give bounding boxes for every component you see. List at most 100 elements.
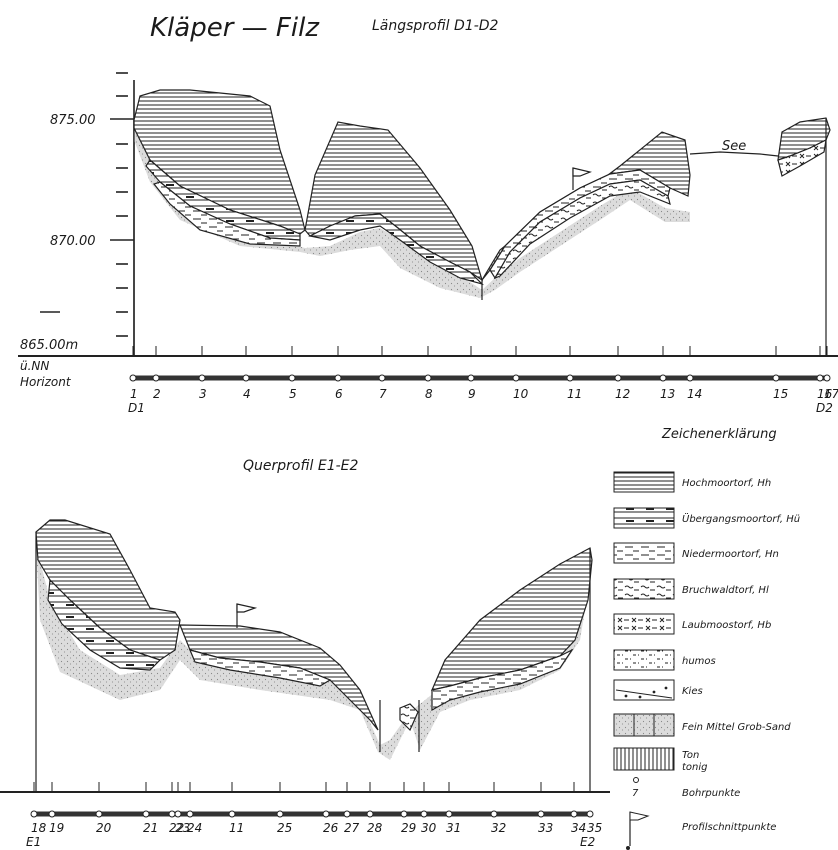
bottom-station-label: 33 (538, 821, 553, 835)
bottom-borehole-marker (445, 810, 453, 818)
legend-swatch-bruchwaldtorf (613, 578, 675, 600)
bottom-profile-geology (35, 519, 593, 792)
top-station-label: 12 (615, 387, 630, 401)
top-borehole-marker (129, 374, 137, 382)
top-borehole-marker (467, 374, 475, 382)
bottom-borehole-marker (537, 810, 545, 818)
bottom-station-label: 25 (277, 821, 292, 835)
bottom-station-label: 34 (571, 821, 586, 835)
bottom-station-label: 31 (446, 821, 461, 835)
bottom-borehole-marker (174, 810, 182, 818)
bottom-borehole-marker (490, 810, 498, 818)
elevation-label-875: 875.00 (50, 113, 96, 128)
top-borehole-marker (378, 374, 386, 382)
top-station-label: 10 (513, 387, 529, 401)
longitudinal-profile-title: Längsprofil D1-D2 (372, 18, 499, 34)
bottom-station-label: 29 (401, 821, 416, 835)
legend-title: Zeichenerklärung (661, 427, 777, 442)
top-station-label: 17 (824, 387, 838, 401)
bottom-borehole-marker (142, 810, 150, 818)
top-borehole-marker (152, 374, 160, 382)
top-station-label: 16 (817, 387, 833, 401)
top-station-label: 14 (687, 387, 702, 401)
diagram-title: Kläper — Filz (150, 13, 320, 43)
bottom-borehole-marker (48, 810, 56, 818)
top-borehole-marker (816, 374, 824, 382)
bottom-borehole-marker (400, 810, 408, 818)
bottom-station-label: 26 (323, 821, 339, 835)
profile-end-d2: D2 (816, 401, 833, 415)
legend-label-humos: humos (682, 656, 716, 667)
legend-swatch-niedermoortorf (613, 542, 675, 564)
bottom-station-label: 32 (491, 821, 506, 835)
unit-label: ü.NN (20, 359, 49, 373)
top-borehole-marker (823, 374, 831, 382)
top-station-label: 11 (567, 387, 582, 401)
top-borehole-marker (424, 374, 432, 382)
top-borehole-marker (198, 374, 206, 382)
bottom-borehole-marker (30, 810, 38, 818)
bottom-station-label: 21 (143, 821, 158, 835)
legend-swatch-kies (613, 679, 675, 701)
bottom-station-label: 30 (421, 821, 437, 835)
legend: Hochmoortorf, Hh Übergangsmoortorf, Hü N… (613, 471, 800, 850)
bottom-station-label: 23 (175, 821, 190, 835)
top-station-label: 2 (153, 387, 161, 401)
legend-swatch-ton (613, 747, 675, 771)
bottom-station-label: 18 (31, 821, 47, 835)
legend-label-profilschnittpunkte: Profilschnittpunkte (682, 822, 776, 833)
legend-swatch-humos (613, 649, 675, 671)
horizon-label: Horizont (20, 375, 72, 389)
legend-label-tonig: tonig (682, 762, 708, 773)
elevation-label-865: 865.00m (20, 338, 78, 353)
top-borehole-marker (614, 374, 622, 382)
legend-label-niedermoortorf: Niedermoortorf, Hn (682, 549, 779, 560)
bottom-station-label: 35 (587, 821, 602, 835)
bottom-borehole-marker (228, 810, 236, 818)
bottom-station-label: 27 (344, 821, 360, 835)
bottom-station-label: 22 (169, 821, 184, 835)
profile-flag-icon (626, 811, 650, 850)
top-station-label: 9 (468, 387, 476, 401)
top-borehole-marker (512, 374, 520, 382)
lake-label: See (722, 139, 746, 154)
legend-label-sand: Fein Mittel Grob-Sand (682, 722, 791, 733)
profile-end-d1: D1 (128, 401, 145, 415)
top-station-label: 3 (199, 387, 207, 401)
bottom-station-label: 19 (49, 821, 64, 835)
bottom-borehole-marker (186, 810, 194, 818)
bottom-borehole-marker (570, 810, 578, 818)
bottom-station-label: 20 (96, 821, 112, 835)
top-borehole-marker (659, 374, 667, 382)
top-borehole-marker (334, 374, 342, 382)
bottom-borehole-marker (366, 810, 374, 818)
top-borehole-marker (566, 374, 574, 382)
top-borehole-marker (686, 374, 694, 382)
legend-label-ton: Ton (682, 750, 699, 761)
bottom-station-label: 11 (229, 821, 244, 835)
bottom-borehole-marker (343, 810, 351, 818)
legend-label-kies: Kies (682, 686, 703, 697)
top-borehole-marker (772, 374, 780, 382)
top-borehole-marker (242, 374, 250, 382)
bottom-station-label: 28 (367, 821, 383, 835)
legend-label-bohrpunkte: Bohrpunkte (682, 788, 740, 799)
top-borehole-marker (288, 374, 296, 382)
top-profile-geology (133, 89, 831, 356)
bottom-borehole-marker (420, 810, 428, 818)
legend-borehole-number: 7 (632, 788, 639, 799)
legend-swatch-hochmoortorf (613, 471, 675, 493)
bottom-borehole-marker (586, 810, 594, 818)
legend-swatch-uebergangsmoortorf (613, 507, 675, 529)
top-station-label: 7 (379, 387, 387, 401)
top-station-label: 8 (425, 387, 433, 401)
profile-end-e1: E1 (26, 835, 41, 849)
legend-label-bruchwaldtorf: Bruchwaldtorf, Hl (682, 585, 769, 596)
top-station-label: 5 (289, 387, 297, 401)
top-station-label: 4 (243, 387, 251, 401)
top-station-label: 13 (660, 387, 675, 401)
bottom-borehole-marker (95, 810, 103, 818)
